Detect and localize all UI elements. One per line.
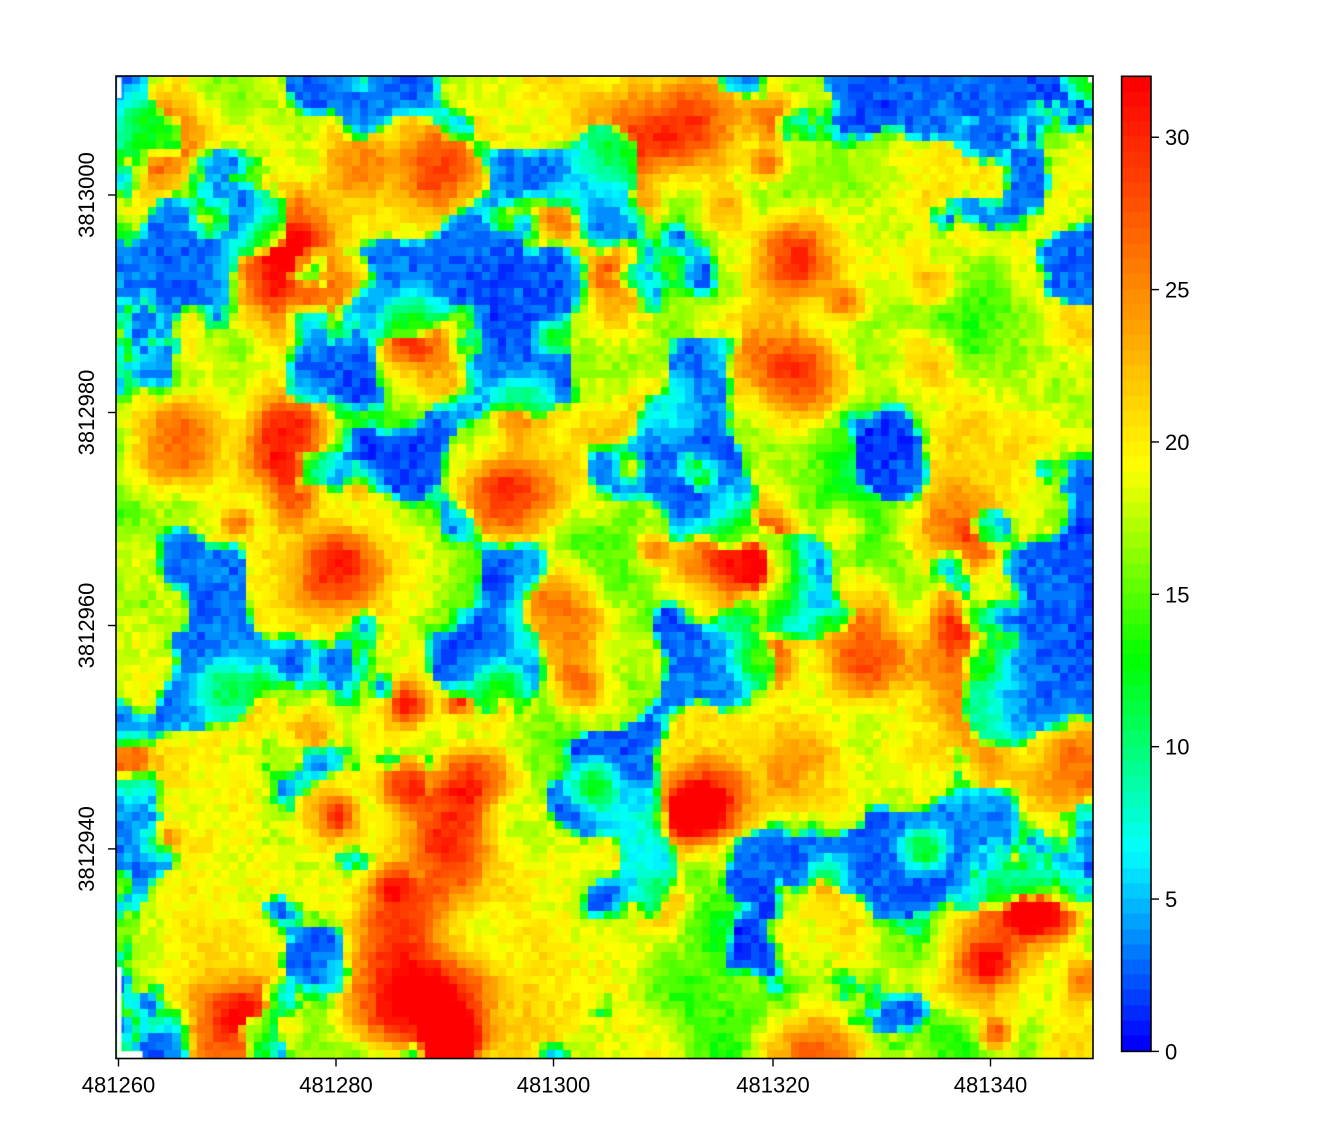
svg-text:481260: 481260: [82, 1073, 155, 1098]
svg-text:3812980: 3812980: [74, 370, 99, 456]
svg-text:0: 0: [1165, 1039, 1177, 1064]
svg-text:3813000: 3813000: [74, 152, 99, 238]
svg-text:5: 5: [1165, 887, 1177, 912]
svg-text:20: 20: [1165, 430, 1189, 455]
svg-text:481280: 481280: [299, 1073, 372, 1098]
svg-text:25: 25: [1165, 278, 1189, 303]
svg-text:3812960: 3812960: [74, 583, 99, 669]
svg-text:481340: 481340: [954, 1073, 1027, 1098]
svg-text:481300: 481300: [517, 1073, 590, 1098]
svg-text:3812940: 3812940: [74, 806, 99, 892]
svg-text:30: 30: [1165, 125, 1189, 150]
svg-text:15: 15: [1165, 582, 1189, 607]
svg-text:481320: 481320: [736, 1073, 809, 1098]
svg-text:10: 10: [1165, 735, 1189, 760]
